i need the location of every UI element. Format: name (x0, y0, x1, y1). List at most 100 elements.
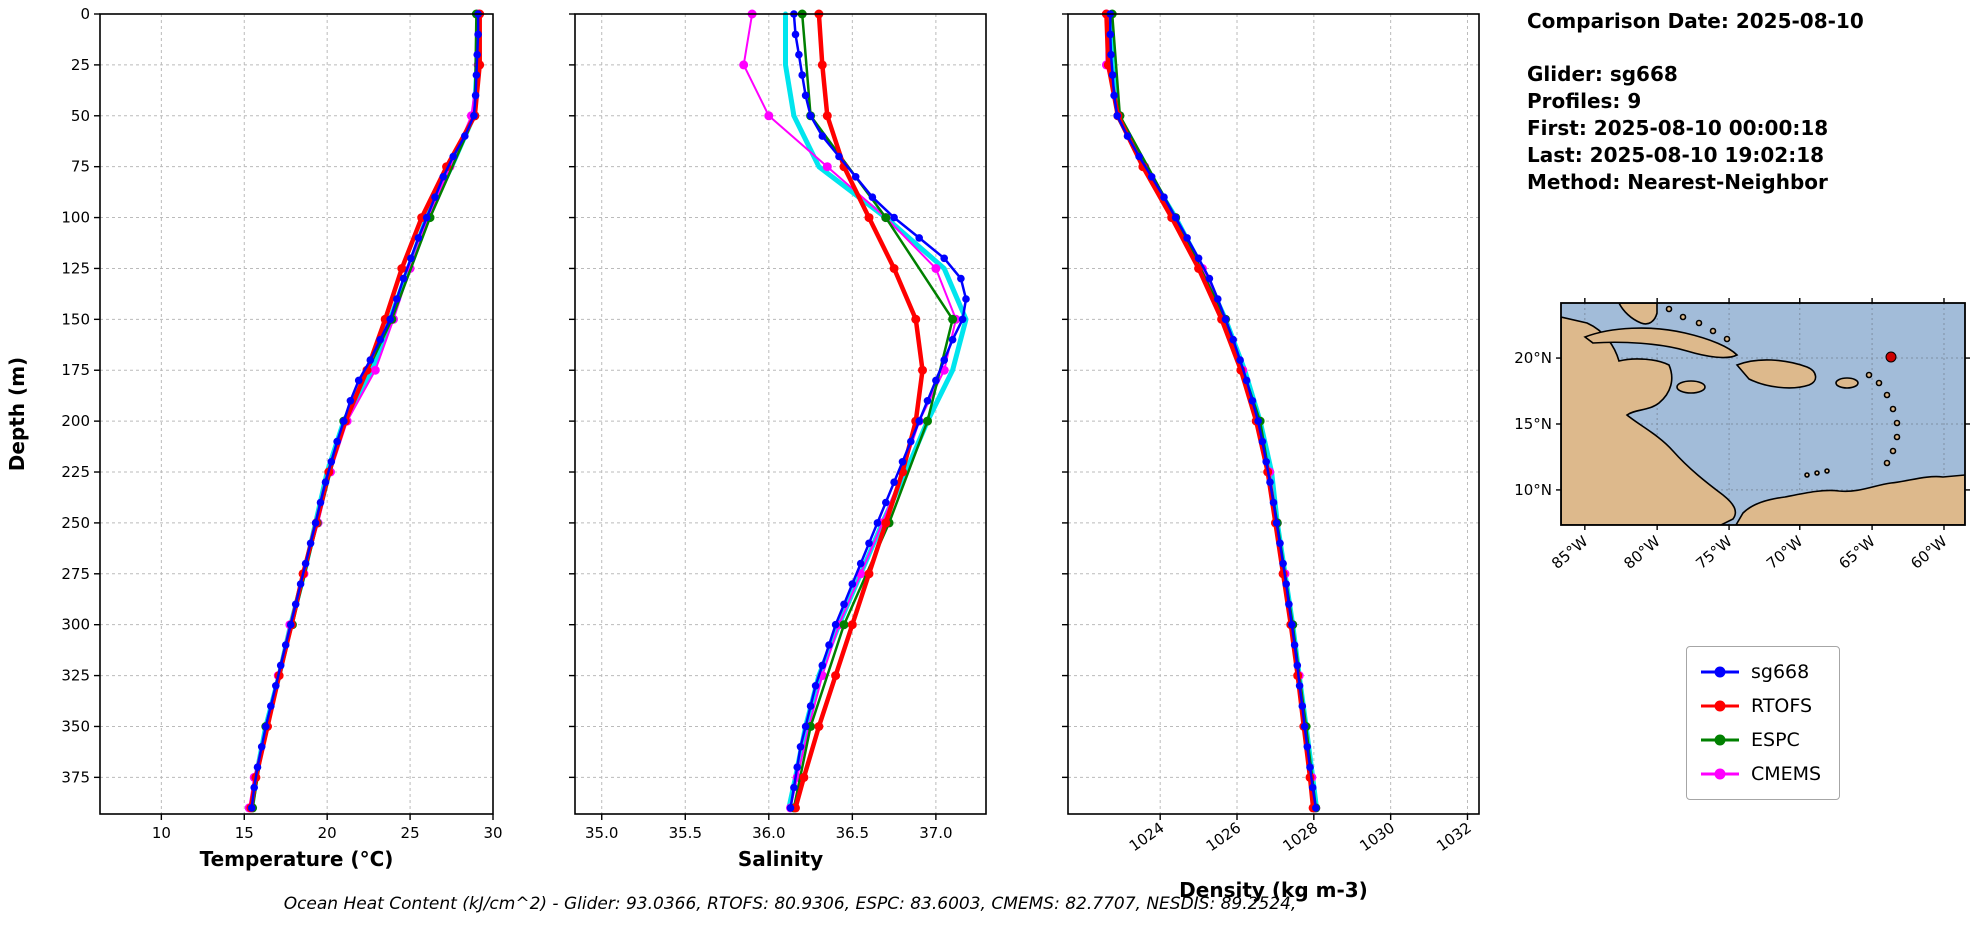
data-marker (439, 173, 448, 181)
data-marker (1242, 376, 1251, 385)
data-marker (795, 50, 803, 59)
data-marker (818, 132, 827, 140)
legend-label: ESPC (1751, 729, 1800, 751)
legend-item-ESPC: ESPC (1699, 723, 1821, 757)
series-sg668-line (789, 12, 968, 810)
legend-label: sg668 (1751, 661, 1810, 683)
data-marker (848, 580, 857, 588)
data-marker (864, 569, 874, 579)
data-marker (831, 620, 840, 629)
panel-salinity: 35.0 35.5 36.0 36.5 37.0 Salinity (569, 9, 987, 871)
data-marker (422, 213, 431, 222)
data-marker (1312, 804, 1320, 812)
data-marker (393, 295, 401, 303)
data-marker (470, 112, 478, 120)
legend-item-RTOFS: RTOFS (1699, 689, 1821, 723)
land-south-america (1735, 474, 1965, 525)
legend-line-marker-swatch (1701, 666, 1739, 678)
data-marker (948, 314, 958, 324)
data-marker (472, 71, 481, 79)
data-marker (474, 30, 482, 39)
data-marker (790, 783, 798, 792)
ocean-heat-content-caption: Ocean Heat Content (kJ/cm^2) - Glider: 9… (283, 894, 1297, 914)
data-marker (801, 91, 810, 100)
data-marker (1300, 722, 1309, 731)
data-marker (840, 600, 848, 609)
data-marker (825, 641, 833, 649)
island-abc (1824, 468, 1830, 474)
x-tick-label: 10 (152, 824, 171, 842)
data-marker (831, 671, 841, 681)
data-marker (296, 580, 305, 588)
data-marker (1290, 641, 1299, 649)
glider-name: Glider: sg668 (1527, 62, 1678, 86)
depth-tick-label: 100 (61, 209, 90, 227)
data-marker (940, 254, 948, 263)
island-antilles (1889, 447, 1897, 455)
island-antilles (1893, 433, 1901, 441)
island-antilles (1883, 391, 1891, 399)
data-marker (262, 722, 270, 731)
data-marker (1295, 682, 1304, 690)
series-CMEMS-markers (739, 9, 961, 813)
map-lon-label: 65°W (1835, 532, 1878, 573)
map-lat-label: 20°N (1514, 349, 1552, 367)
map-lat-label: 15°N (1514, 415, 1552, 433)
data-marker (1308, 783, 1317, 792)
data-marker (957, 274, 965, 283)
method: Method: Nearest-Neighbor (1527, 170, 1828, 194)
series-ESPC-markers (248, 9, 481, 813)
legend-label: RTOFS (1751, 695, 1813, 717)
axis-label-salinity: Salinity (738, 847, 823, 871)
series-sg668-markers (786, 10, 970, 812)
data-marker (306, 539, 315, 548)
last-profile-time: Last: 2025-08-10 19:02:18 (1527, 143, 1825, 167)
series-sg668-markers (247, 10, 482, 812)
data-marker (881, 518, 891, 528)
depth-tick-label: 350 (61, 717, 90, 735)
data-marker (1229, 335, 1237, 344)
data-marker (253, 763, 262, 771)
x-tick-label: 1026 (1203, 819, 1245, 856)
legend-line-marker-swatch (1701, 734, 1739, 746)
data-marker (796, 743, 805, 751)
depth-tick-label: 125 (61, 259, 90, 277)
data-marker (856, 559, 865, 568)
depth-tick-label: 275 (61, 565, 90, 583)
data-marker (822, 111, 832, 121)
profiles-count: Profiles: 9 (1527, 89, 1642, 113)
axis-label-density: Density (kg m-3) (1179, 878, 1368, 902)
data-marker (1194, 264, 1204, 273)
data-marker (932, 376, 940, 385)
depth-tick-label: 50 (71, 107, 90, 125)
data-marker (865, 539, 873, 548)
legend-item-CMEMS: CMEMS (1699, 757, 1821, 791)
series-RTOFS-markers (246, 9, 485, 813)
data-marker (386, 315, 395, 324)
data-marker (1269, 498, 1278, 507)
x-tick-label: 37.0 (919, 824, 952, 842)
data-marker (1266, 478, 1274, 487)
data-marker (471, 91, 480, 100)
data-marker (1107, 50, 1115, 59)
data-marker (948, 335, 957, 344)
data-marker (366, 356, 375, 364)
panel-border (574, 13, 987, 815)
series-ESPC-line (251, 12, 478, 810)
depth-tick-label: 300 (61, 616, 90, 634)
island-abc (1804, 472, 1810, 478)
series-RTOFS-line (248, 11, 482, 811)
data-marker (1248, 397, 1257, 405)
series-CMEMS-line (1105, 13, 1317, 809)
data-marker (839, 620, 849, 630)
info-gap (1527, 35, 1864, 61)
x-tick-label: 20 (318, 824, 337, 842)
data-marker (1135, 152, 1143, 161)
x-tick-label: 30 (483, 824, 502, 842)
map-inset: 85°W 80°W 75°W 70°W 65°W 60°W 20°N 15°N 10°N (1514, 298, 1970, 573)
data-marker (1258, 437, 1267, 446)
series-CMEMS-markers (244, 9, 483, 813)
data-marker (882, 498, 890, 507)
data-marker (1171, 213, 1180, 222)
